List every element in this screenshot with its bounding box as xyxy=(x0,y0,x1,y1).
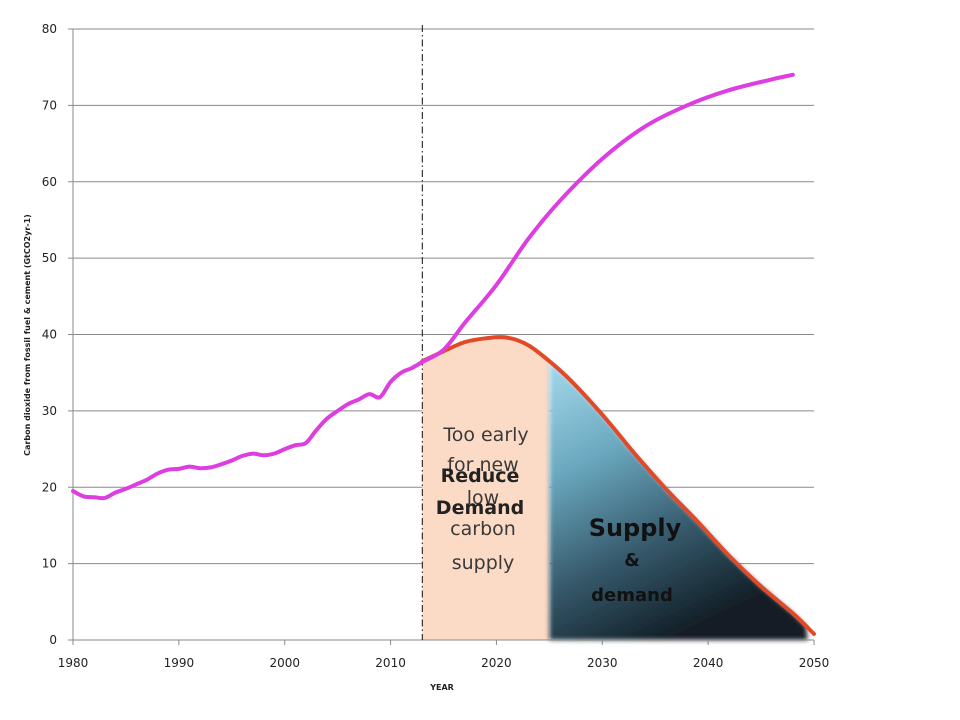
x-tick-label-3: 2010 xyxy=(375,656,406,670)
series-lines xyxy=(71,72,816,636)
x-axis-label: YEAR xyxy=(429,683,454,692)
annotation-supply-demand-line-1: Supply xyxy=(589,514,682,542)
series-line-pathway xyxy=(420,335,816,636)
y-tick-label-7: 70 xyxy=(42,98,57,112)
y-tick-label-4: 40 xyxy=(42,328,57,342)
y-tick-label-3: 30 xyxy=(42,404,57,418)
y-axis-label: Carbon dioxide from fossil fuel & cement… xyxy=(23,214,32,456)
annotation-too-early-line-1: Too early xyxy=(442,424,528,446)
x-tick-label-7: 2050 xyxy=(799,656,830,670)
series-line-total xyxy=(71,72,795,501)
annotation-too-early-line-5: supply xyxy=(452,552,515,574)
annotation-too-early-line-4: carbon xyxy=(450,518,516,540)
annotation-too-early-line-2: for new xyxy=(447,454,518,476)
y-tick-label-1: 10 xyxy=(42,557,57,571)
x-tick-label-2: 2000 xyxy=(269,656,300,670)
y-tick-label-6: 60 xyxy=(42,175,57,189)
annotation-supply-demand-line-2: & xyxy=(624,550,640,571)
annotation-reduce-demand-line-1: Reduce xyxy=(441,465,520,487)
annotation-reduce-demand-line-2: Demand xyxy=(436,497,524,519)
y-tick-label-2: 20 xyxy=(42,480,57,494)
y-tick-label-0: 0 xyxy=(49,633,57,647)
annotation-too-early-line-3: low xyxy=(467,487,499,509)
annotation-supply-demand-line-3: demand xyxy=(591,585,673,606)
y-tick-label-5: 50 xyxy=(42,251,57,265)
annotations: Too early for new low carbon supply Redu… xyxy=(436,424,682,606)
x-tick-label-4: 2020 xyxy=(481,656,512,670)
axes xyxy=(68,28,815,645)
x-tick-label-5: 2030 xyxy=(587,656,618,670)
x-tick-label-1: 1990 xyxy=(164,656,195,670)
x-tick-label-6: 2040 xyxy=(693,656,724,670)
y-tick-label-8: 80 xyxy=(42,22,57,36)
region-too-early xyxy=(422,337,550,640)
x-tick-label-0: 1980 xyxy=(58,656,89,670)
